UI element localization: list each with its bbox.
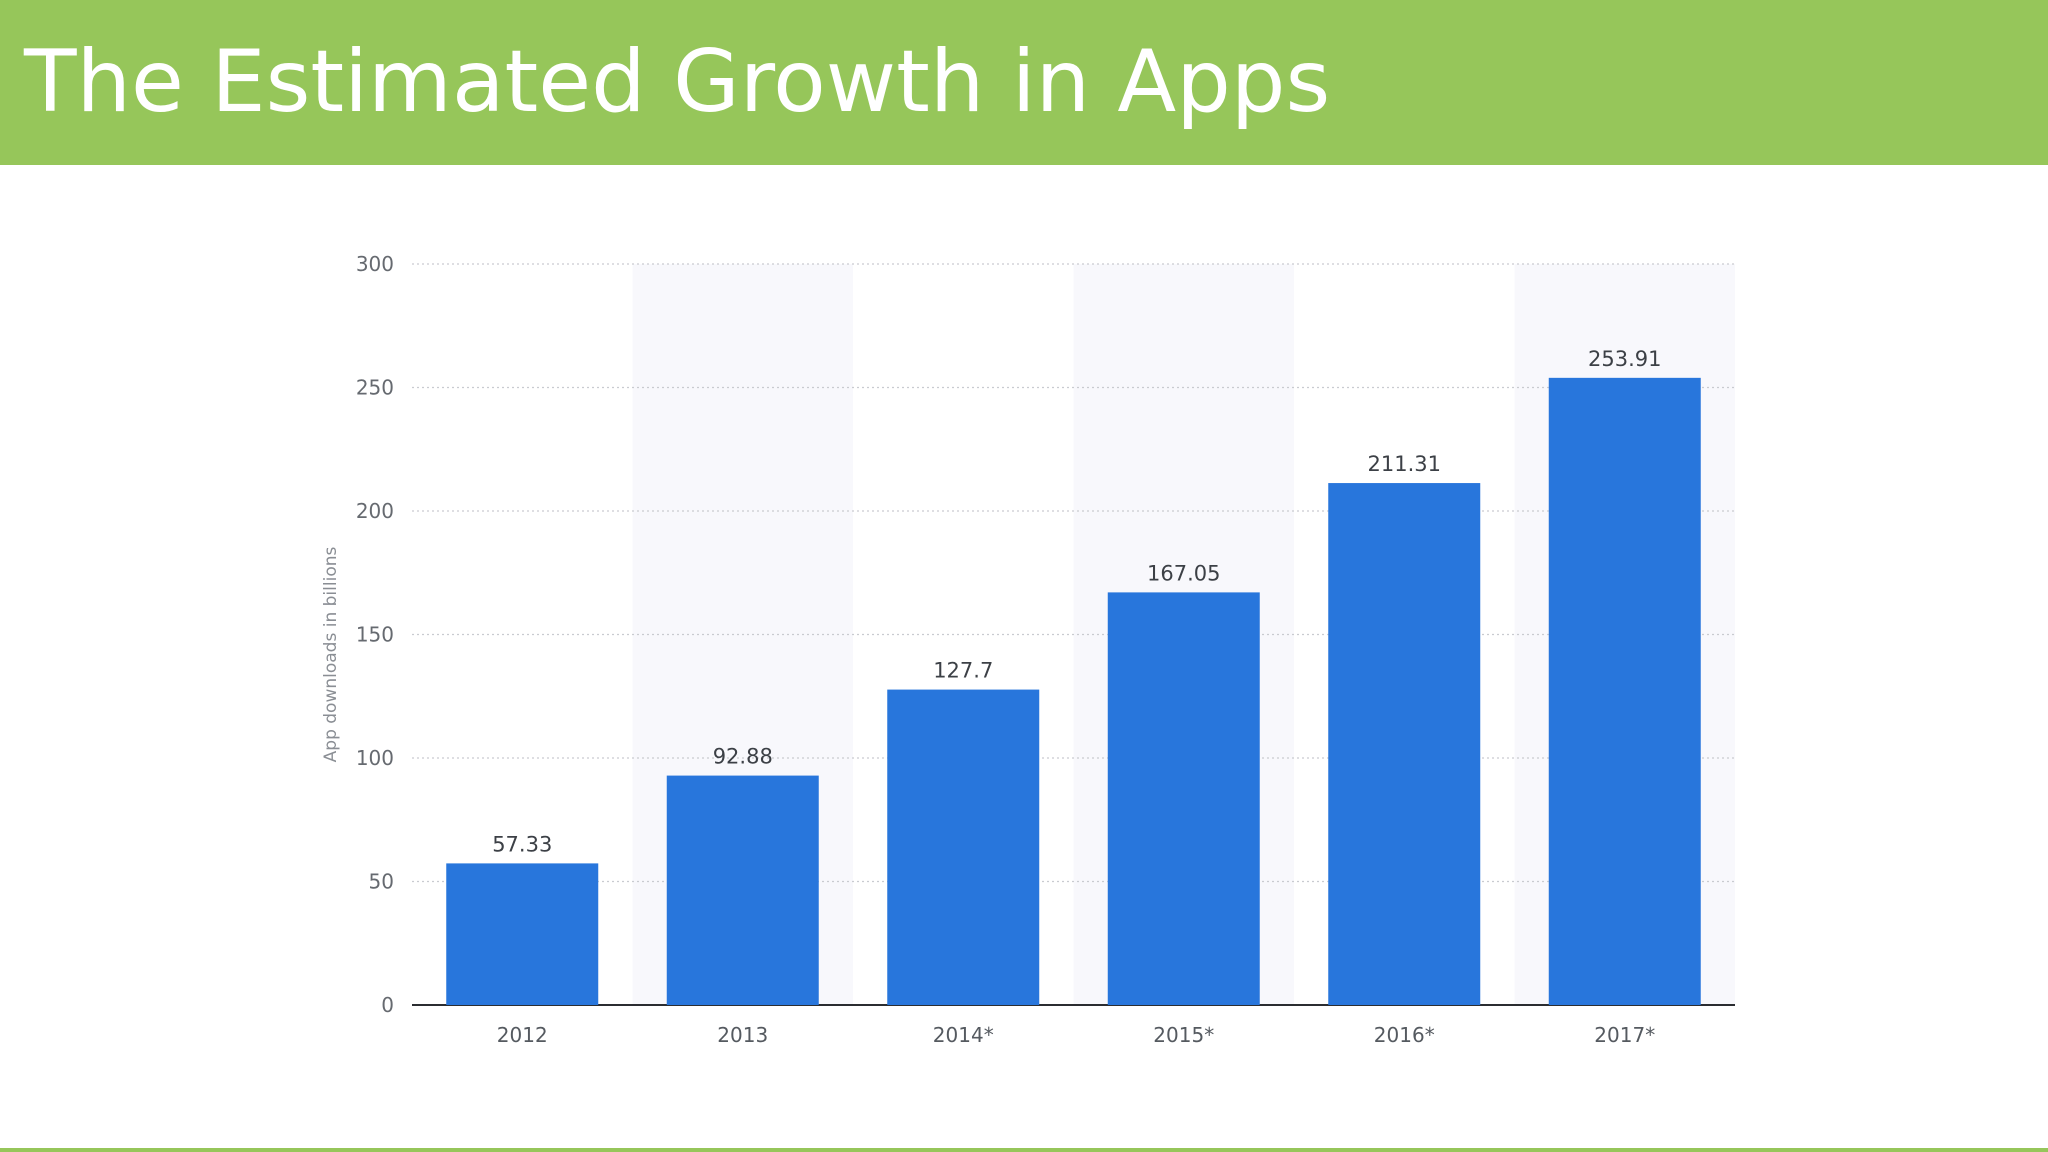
x-tick-label: 2013 [717, 1023, 768, 1047]
y-tick-label: 300 [356, 252, 394, 276]
bar [1328, 483, 1481, 1005]
bar-value-label: 211.31 [1368, 452, 1441, 476]
y-tick-label: 150 [356, 623, 394, 647]
bottom-divider [0, 1148, 2048, 1152]
slide-title: The Estimated Growth in Apps [24, 32, 1331, 132]
x-tick-label: 2014* [933, 1023, 994, 1047]
bar [666, 775, 819, 1005]
bar-value-label: 92.88 [713, 745, 773, 769]
x-tick-label: 2015* [1153, 1023, 1214, 1047]
bar-chart-svg: 0 50 100 150 200 250 300 App downloads in billi… [321, 252, 1735, 1047]
bar-value-label: 57.33 [492, 832, 552, 856]
title-banner: The Estimated Growth in Apps [0, 0, 2048, 165]
y-axis-title: App downloads in billions [321, 547, 341, 763]
bar [887, 689, 1040, 1005]
y-tick-label: 50 [369, 870, 394, 894]
bar [1107, 592, 1260, 1005]
y-tick-label: 100 [356, 746, 394, 770]
bar-value-label: 167.05 [1147, 561, 1220, 585]
x-tick-label: 2012 [497, 1023, 548, 1047]
y-tick-label: 200 [356, 499, 394, 523]
bar-value-label: 253.91 [1588, 347, 1661, 371]
bar [446, 863, 599, 1005]
x-tick-label: 2017* [1594, 1023, 1655, 1047]
x-tick-label: 2016* [1374, 1023, 1435, 1047]
y-tick-label: 250 [356, 376, 394, 400]
y-tick-label: 0 [381, 993, 394, 1017]
bar [1548, 377, 1701, 1005]
bar-value-label: 127.7 [933, 659, 993, 683]
bar-chart: 0 50 100 150 200 250 300 App downloads in billi… [300, 240, 1760, 1060]
